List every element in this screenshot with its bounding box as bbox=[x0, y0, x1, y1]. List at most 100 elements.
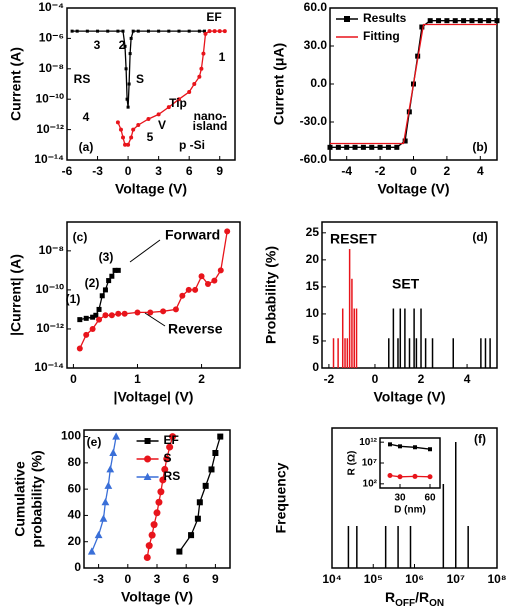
marker bbox=[136, 29, 140, 33]
y-axis-label: Probability (%) bbox=[263, 246, 279, 344]
panel: -2 0 2 4 0 5 10 15 20 25 Voltage (V) Probability (%… bbox=[263, 221, 498, 405]
marker bbox=[83, 315, 89, 321]
y-tick-label: 10⁻¹⁰ bbox=[36, 91, 65, 105]
series-line bbox=[330, 23, 497, 145]
y-tick-label: 10⁻¹² bbox=[36, 321, 64, 335]
x-tick-label: 0 bbox=[70, 372, 77, 386]
annotation: Tip bbox=[169, 96, 187, 110]
marker bbox=[126, 105, 130, 109]
y-tick-label: 10⁻¹⁴ bbox=[34, 360, 64, 374]
marker bbox=[327, 144, 333, 150]
series-label: Forward bbox=[165, 227, 220, 243]
legend-label: Fitting bbox=[363, 29, 400, 43]
y-tick-label: 20 bbox=[68, 534, 82, 548]
marker bbox=[112, 267, 118, 273]
marker bbox=[385, 144, 391, 150]
x-tick-label: 6 bbox=[186, 164, 193, 178]
x-tick-label: 2 bbox=[198, 372, 205, 386]
x-axis-label: D (nm) bbox=[394, 505, 426, 516]
x-tick-label: 6 bbox=[183, 572, 190, 586]
x-tick-label: -3 bbox=[92, 164, 103, 178]
marker bbox=[187, 29, 191, 33]
y-tick-label: 10² bbox=[363, 478, 378, 489]
y-tick-label: 0.0 bbox=[310, 76, 327, 90]
x-tick-label: 10⁸ bbox=[487, 572, 506, 586]
marker bbox=[77, 317, 83, 323]
annotation: EF bbox=[206, 10, 221, 24]
marker bbox=[397, 474, 403, 480]
marker bbox=[85, 29, 89, 33]
annotation: RS bbox=[74, 72, 91, 86]
x-tick-label: 9 bbox=[212, 572, 219, 586]
marker bbox=[76, 345, 83, 352]
x-axis-label-part: ON bbox=[429, 598, 444, 609]
marker bbox=[177, 97, 181, 102]
panel: -3 0 3 6 9 0 20 40 60 80 100 Voltage (V) Cumulative p… bbox=[12, 429, 231, 605]
marker bbox=[211, 277, 218, 284]
marker bbox=[70, 29, 74, 33]
marker bbox=[461, 18, 467, 24]
marker bbox=[99, 514, 108, 522]
marker bbox=[87, 547, 96, 555]
marker bbox=[159, 476, 167, 484]
marker bbox=[398, 444, 402, 449]
marker bbox=[197, 29, 201, 33]
marker bbox=[494, 18, 500, 24]
x-axis-label-part: R bbox=[385, 589, 395, 605]
y-tick-label: 10 bbox=[306, 306, 320, 320]
marker bbox=[123, 142, 128, 147]
x-axis-label: ROFF/RON bbox=[385, 589, 444, 609]
x-tick-label: -2 bbox=[324, 372, 335, 386]
y-axis-label: R (Ω) bbox=[347, 451, 358, 476]
annotation: 2 bbox=[119, 38, 126, 52]
annotation: 4 bbox=[83, 110, 90, 124]
x-tick-label: 4 bbox=[464, 372, 471, 386]
marker bbox=[145, 542, 153, 550]
marker bbox=[217, 29, 222, 34]
marker bbox=[179, 292, 186, 299]
leader bbox=[144, 312, 166, 327]
marker bbox=[124, 67, 128, 71]
x-tick-label: 30 bbox=[394, 493, 406, 504]
annotation: (3) bbox=[99, 250, 114, 264]
y-tick-label: 10⁻¹² bbox=[36, 122, 64, 136]
marker bbox=[108, 312, 115, 319]
series-label: SET bbox=[392, 276, 420, 292]
marker bbox=[187, 89, 192, 94]
marker bbox=[131, 127, 136, 132]
marker bbox=[185, 286, 192, 293]
marker bbox=[452, 18, 458, 24]
y-tick-label: 25 bbox=[306, 225, 320, 239]
marker bbox=[477, 18, 483, 24]
leader bbox=[129, 239, 161, 263]
marker bbox=[217, 267, 224, 274]
marker bbox=[201, 51, 206, 56]
plot-frame bbox=[83, 429, 231, 569]
marker bbox=[486, 18, 492, 24]
marker bbox=[157, 29, 161, 33]
marker bbox=[96, 306, 102, 312]
annotation: (1) bbox=[66, 292, 81, 306]
marker bbox=[352, 144, 358, 150]
marker bbox=[402, 138, 408, 144]
marker bbox=[121, 135, 125, 140]
marker bbox=[99, 293, 105, 299]
annotation: (a) bbox=[79, 140, 94, 154]
series-label: RESET bbox=[330, 231, 377, 247]
y-tick-label: 60.0 bbox=[304, 0, 328, 14]
x-tick-label: 4 bbox=[477, 164, 484, 178]
y-tick-label: 20 bbox=[306, 252, 320, 266]
y-tick-label: 10⁻⁶ bbox=[39, 31, 64, 45]
marker bbox=[217, 433, 224, 440]
legend-label: Results bbox=[363, 11, 407, 25]
marker bbox=[427, 474, 433, 480]
marker bbox=[115, 310, 122, 317]
y-tick-label: 15 bbox=[306, 279, 320, 293]
marker bbox=[204, 281, 211, 288]
y-tick-label: 10⁻¹⁴ bbox=[34, 152, 64, 166]
y-tick-label: 100 bbox=[61, 429, 81, 443]
marker bbox=[115, 120, 120, 125]
marker bbox=[109, 448, 118, 456]
marker bbox=[166, 105, 171, 110]
